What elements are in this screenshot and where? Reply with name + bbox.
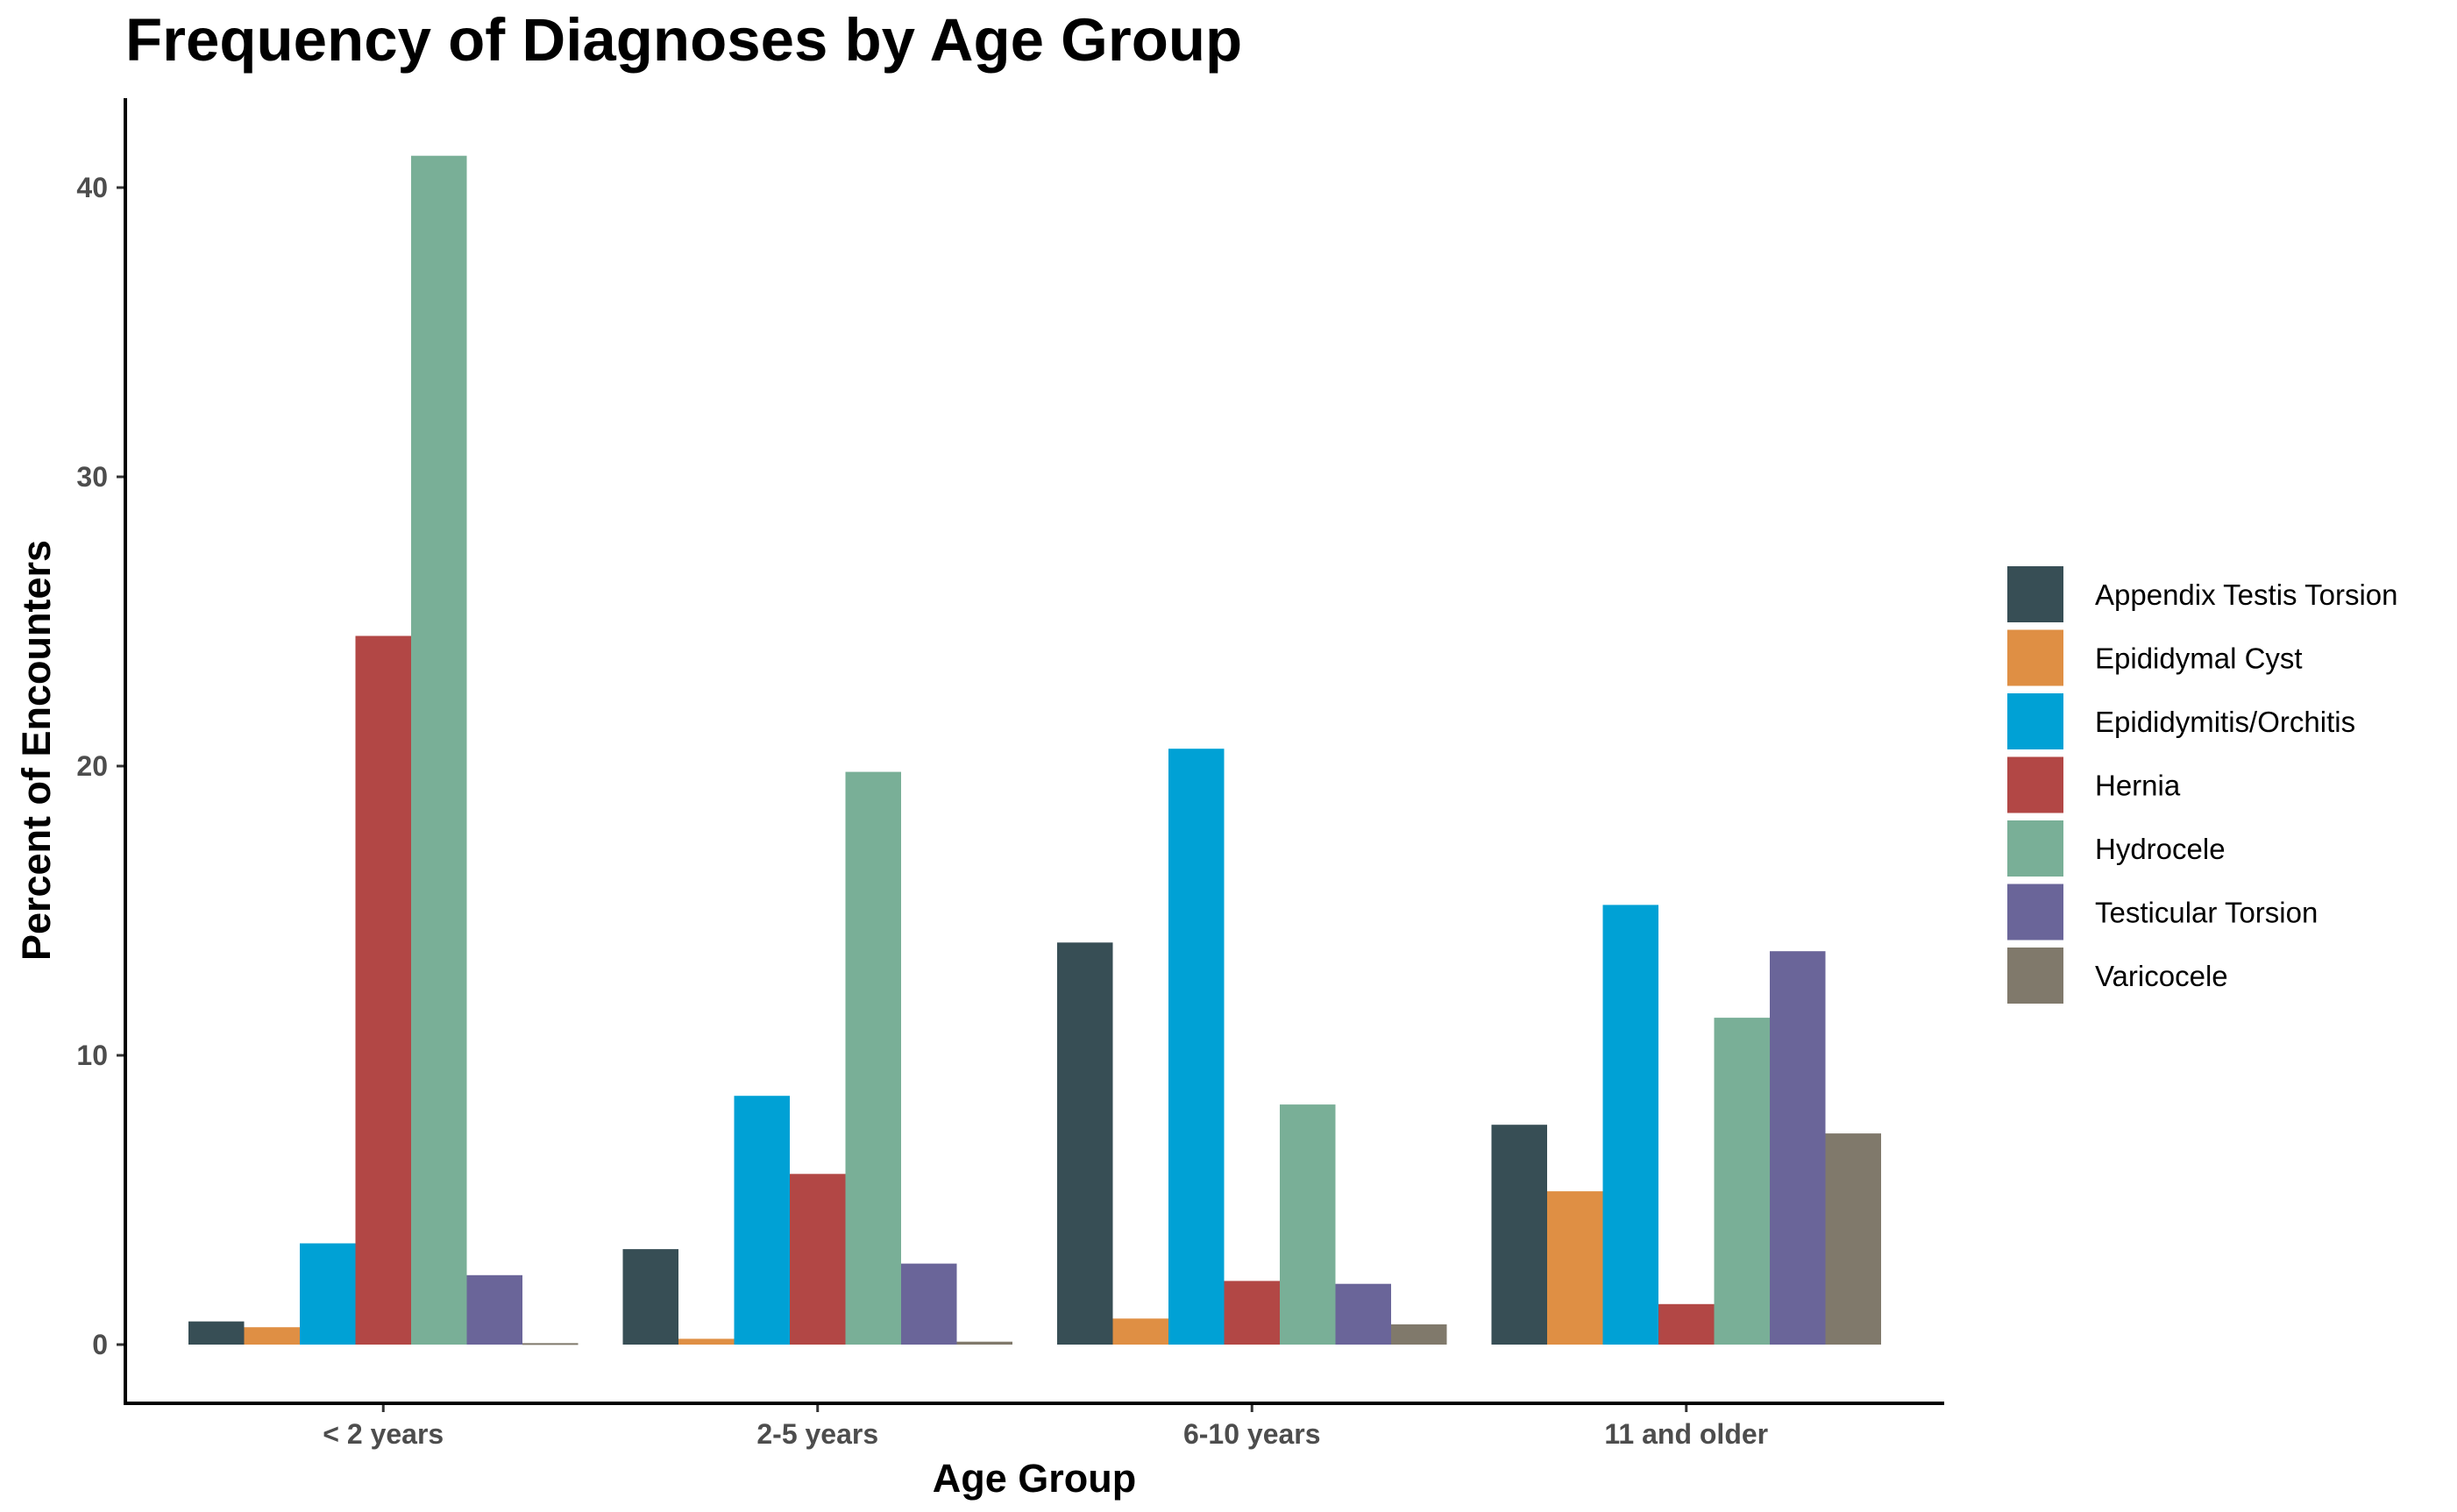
legend-key-epididymitis-orchitis — [2007, 693, 2063, 749]
legend-key-epididymal-cyst — [2007, 629, 2063, 686]
plot-area: 0 10 20 30 40 < 2 years 2-5 years 6-10 years 11 … — [76, 155, 1881, 1450]
bar-varicocele-3 — [1825, 1133, 1881, 1345]
bar-varicocele-2 — [1391, 1324, 1447, 1345]
bar-hernia-3 — [1658, 1303, 1715, 1345]
legend-key-testicular-torsion — [2007, 884, 2063, 941]
bar-epididymal-cyst-1 — [678, 1338, 735, 1345]
bar-hydrocele-3 — [1714, 1018, 1770, 1345]
y-tick-label: 20 — [76, 750, 108, 782]
x-tick-label: 11 and older — [1604, 1418, 1768, 1450]
bar-testicular-torsion-3 — [1770, 951, 1826, 1345]
legend-label: Hydrocele — [2095, 833, 2226, 865]
x-tick-label: 6-10 years — [1183, 1418, 1321, 1450]
legend-label: Hernia — [2095, 770, 2181, 802]
legend-label: Epididymal Cyst — [2095, 642, 2303, 675]
bar-hydrocele-1 — [845, 771, 901, 1345]
bar-hydrocele-2 — [1280, 1104, 1336, 1345]
bar-varicocele-1 — [956, 1341, 1012, 1345]
legend-key-appendix-testis-torsion — [2007, 566, 2063, 622]
y-tick-label: 30 — [76, 461, 108, 493]
legend-key-hydrocele — [2007, 820, 2063, 877]
bar-epididymitis-orchitis-2 — [1168, 749, 1225, 1345]
x-tick-label: 2-5 years — [756, 1418, 878, 1450]
bar-epididymal-cyst-3 — [1547, 1191, 1603, 1345]
y-axis-title: Percent of Encounters — [14, 540, 59, 961]
bar-epididymitis-orchitis-0 — [300, 1243, 356, 1345]
bar-epididymal-cyst-2 — [1112, 1318, 1168, 1345]
y-tick-label: 0 — [92, 1329, 108, 1360]
bar-appendix-testis-torsion-0 — [188, 1321, 245, 1345]
bar-varicocele-0 — [522, 1343, 579, 1345]
x-tick-label: < 2 years — [323, 1418, 444, 1450]
legend-key-hernia — [2007, 756, 2063, 813]
chart-title: Frequency of Diagnoses by Age Group — [125, 6, 1242, 74]
bar-testicular-torsion-0 — [466, 1274, 522, 1345]
legend-label: Appendix Testis Torsion — [2095, 579, 2398, 611]
legend-label: Varicocele — [2095, 960, 2228, 992]
bar-hernia-1 — [790, 1174, 846, 1345]
bar-epididymitis-orchitis-3 — [1602, 905, 1658, 1345]
bar-testicular-torsion-2 — [1335, 1283, 1391, 1345]
legend-label: Epididymitis/Orchitis — [2095, 706, 2355, 738]
bar-hernia-2 — [1224, 1281, 1280, 1345]
y-tick-label: 40 — [76, 172, 108, 203]
x-axis-title: Age Group — [933, 1456, 1137, 1501]
bar-testicular-torsion-1 — [901, 1263, 957, 1345]
legend: Appendix Testis Torsion Epididymal Cyst Ep… — [2007, 566, 2398, 1004]
bar-hernia-0 — [355, 635, 411, 1345]
bar-hydrocele-0 — [411, 155, 467, 1345]
bar-appendix-testis-torsion-2 — [1057, 942, 1113, 1345]
bar-appendix-testis-torsion-1 — [622, 1249, 678, 1345]
bar-epididymitis-orchitis-1 — [734, 1096, 790, 1345]
bar-appendix-testis-torsion-3 — [1491, 1125, 1547, 1345]
bar-epididymal-cyst-0 — [244, 1327, 300, 1345]
y-tick-label: 10 — [76, 1040, 108, 1071]
legend-label: Testicular Torsion — [2095, 897, 2318, 929]
legend-key-varicocele — [2007, 948, 2063, 1004]
